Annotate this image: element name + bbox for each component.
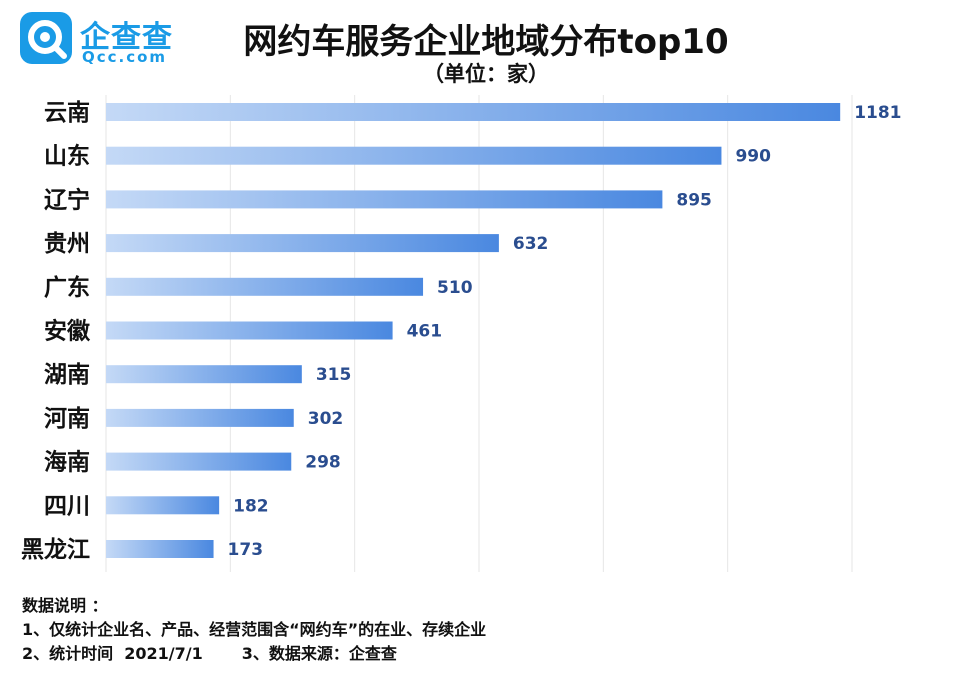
bar: [106, 234, 499, 253]
category-label: 云南: [44, 100, 90, 126]
category-label: 安徽: [44, 318, 91, 345]
bar: [106, 146, 722, 165]
bar: [106, 277, 424, 296]
bar: [106, 540, 214, 558]
chart-subtitle: （单位：家）: [423, 62, 549, 86]
value-label: 510: [437, 278, 473, 298]
qcc-logo-icon: [20, 12, 72, 64]
value-label: 173: [228, 540, 264, 560]
value-label: 298: [305, 453, 341, 473]
notes-line-2: 2、统计时间 2021/7/1 3、数据来源：企查查: [22, 644, 397, 663]
data-notes: 数据说明 ： 1、仅统计企业名、产品、经营范围含“网约车”的在业、存续企业 2、…: [22, 594, 486, 666]
bar-chart: 云南 1181 山东 990 辽宁 895 贵州 632 广东 510 安徽 461 湖南 315 河南 30…: [21, 95, 902, 572]
category-label: 河南: [44, 406, 90, 432]
bar: [106, 408, 294, 427]
category-label: 辽宁: [44, 186, 90, 213]
value-label: 1181: [854, 103, 901, 123]
value-label: 461: [407, 322, 443, 342]
logo-subtext: Qcc.com: [82, 48, 168, 66]
bar: [106, 190, 663, 209]
value-label: 990: [735, 147, 771, 167]
value-label: 315: [316, 365, 352, 385]
value-label: 895: [676, 190, 712, 210]
category-label: 山东: [44, 143, 90, 170]
bar: [106, 496, 220, 515]
category-label: 海南: [44, 449, 90, 476]
value-label: 302: [308, 409, 344, 429]
bar: [106, 321, 393, 340]
qcc-logo: 企查查 Qcc.com: [18, 10, 178, 70]
notes-line-1: 1、仅统计企业名、产品、经营范围含“网约车”的在业、存续企业: [22, 620, 487, 639]
category-label: 黑龙江: [21, 537, 90, 563]
value-label: 632: [513, 234, 549, 254]
bar: [106, 452, 292, 471]
notes-heading: 数据说明 ：: [22, 596, 108, 615]
bar: [106, 365, 302, 384]
value-label: 182: [233, 496, 268, 516]
category-label: 四川: [44, 493, 90, 519]
category-label: 湖南: [44, 362, 90, 388]
bar: [106, 103, 841, 121]
category-label: 贵州: [44, 231, 90, 257]
logo-name: 企查查: [80, 20, 173, 55]
chart-title: 网约车服务企业地域分布top10: [243, 22, 729, 62]
category-label: 广东: [44, 274, 90, 301]
